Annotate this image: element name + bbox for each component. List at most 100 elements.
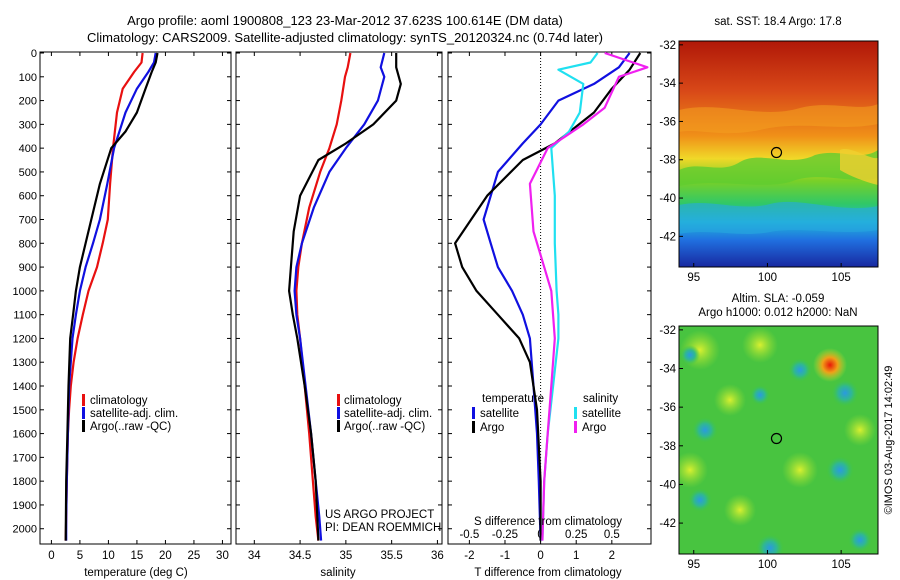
y-tick-label: 800 — [19, 238, 37, 250]
x-tick-label: 30 — [216, 550, 229, 562]
x-tick-label: -2 — [464, 550, 474, 562]
difference-legend: temperature salinity satellite Argo sate… — [472, 393, 621, 434]
temperature-plot: 0100200300400500600700800900100011001200… — [13, 48, 231, 562]
y-tick-label: 300 — [19, 119, 37, 131]
legend-swatch-satellite — [337, 407, 340, 419]
y-tick-label: -40 — [659, 193, 676, 205]
y-tick-label: 900 — [19, 262, 37, 274]
s-tick-label: 0.5 — [604, 529, 620, 541]
y-tick-label: -42 — [659, 231, 676, 243]
y-tick-label: 1400 — [13, 381, 37, 393]
y-tick-label: -38 — [659, 441, 676, 453]
header-line-1: Argo profile: aoml 1900808_123 23-Mar-20… — [127, 13, 563, 28]
x-tick-label: 35.5 — [380, 550, 402, 562]
credits-line-2: PI: DEAN ROEMMICH — [325, 522, 441, 534]
y-tick-label: 1600 — [13, 429, 37, 441]
header-line-2: Climatology: CARS2009. Satellite-adjuste… — [87, 30, 603, 45]
x-tick-label: 100 — [758, 559, 777, 571]
s-tick-label: 0.25 — [565, 529, 587, 541]
y-tick-label: 200 — [19, 96, 37, 108]
legend-swatch-s-satellite — [574, 407, 577, 419]
legend-header-temperature: temperature — [482, 393, 544, 405]
y-tick-label: 1900 — [13, 500, 37, 512]
y-tick-label: 1100 — [13, 310, 37, 322]
sla-map-frame — [678, 325, 879, 555]
s-difference-label: S difference from climatology — [474, 516, 622, 528]
difference-panel — [447, 51, 652, 545]
legend-swatch-argo — [82, 420, 85, 432]
legend-label-s-satellite: satellite — [582, 408, 621, 420]
sla-title-line-1: Altim. SLA: -0.059 — [732, 293, 825, 305]
x-tick-label: 10 — [102, 550, 115, 562]
series-line — [454, 52, 642, 541]
y-tick-label: -34 — [659, 364, 676, 376]
sla-map — [679, 326, 878, 554]
legend-header-salinity: salinity — [583, 393, 618, 405]
temperature-legend: climatology satellite-adj. clim. Argo(..… — [82, 394, 178, 433]
x-tick-label: 0 — [48, 550, 54, 562]
timestamp: ©IMOS 03-Aug-2017 14:02:49 — [883, 366, 895, 515]
y-tick-label: -36 — [659, 402, 676, 414]
y-tick-label: 1000 — [13, 286, 37, 298]
y-tick-label: 0 — [31, 48, 37, 60]
legend-label-satellite: satellite-adj. clim. — [90, 408, 178, 420]
y-tick-label: 2000 — [13, 524, 37, 536]
legend-swatch-climatology — [337, 394, 340, 406]
y-tick-label: 1200 — [13, 333, 37, 345]
x-tick-label: 105 — [832, 559, 851, 571]
series-line — [482, 52, 631, 541]
series-line — [64, 52, 159, 541]
series-line — [528, 52, 649, 541]
x-tick-label: 1 — [573, 550, 579, 562]
salinity-axis-label: salinity — [320, 567, 355, 579]
y-tick-label: 600 — [19, 191, 37, 203]
series-line — [288, 53, 402, 541]
y-tick-label: -34 — [659, 78, 676, 90]
legend-label-argo: Argo(..raw -QC) — [90, 421, 171, 433]
x-tick-label: 15 — [131, 550, 144, 562]
x-tick-label: 35 — [339, 550, 352, 562]
x-tick-label: 100 — [758, 272, 777, 284]
legend-label-t-argo: Argo — [480, 422, 504, 434]
s-tick-label: -0.25 — [492, 529, 518, 541]
salinity-panel — [235, 51, 443, 545]
x-tick-label: 105 — [832, 272, 851, 284]
legend-swatch-t-argo — [472, 421, 475, 433]
x-tick-label: 20 — [159, 550, 172, 562]
temperature-panel — [39, 51, 232, 545]
sst-map-axes: 95 100 105 -32 -34 -36 -38 -40 -42 — [659, 40, 850, 284]
legend-label-argo: Argo(..raw -QC) — [344, 421, 425, 433]
y-tick-label: 1800 — [13, 476, 37, 488]
x-tick-label: 0 — [537, 550, 543, 562]
legend-label-s-argo: Argo — [582, 422, 606, 434]
salinity-plot: 34 34.5 35 35.5 36 — [236, 52, 444, 562]
y-tick-label: 400 — [19, 143, 37, 155]
y-tick-label: 1300 — [13, 357, 37, 369]
y-tick-label: -38 — [659, 155, 676, 167]
y-tick-label: 700 — [19, 215, 37, 227]
sla-title-line-2: Argo h1000: 0.012 h2000: NaN — [698, 307, 857, 319]
legend-swatch-t-satellite — [472, 407, 475, 419]
x-tick-label: 34 — [248, 550, 261, 562]
temperature-axis-label: temperature (deg C) — [84, 567, 188, 579]
legend-label-satellite: satellite-adj. clim. — [344, 408, 432, 420]
legend-swatch-satellite — [82, 407, 85, 419]
x-tick-label: 95 — [687, 272, 700, 284]
y-tick-label: -36 — [659, 116, 676, 128]
x-tick-label: 25 — [188, 550, 201, 562]
x-tick-label: 36 — [431, 550, 444, 562]
x-tick-label: 34.5 — [289, 550, 311, 562]
y-tick-label: 100 — [19, 72, 37, 84]
y-tick-label: -40 — [659, 479, 676, 491]
salinity-legend: climatology satellite-adj. clim. Argo(..… — [337, 394, 432, 433]
y-tick-label: 1500 — [13, 405, 37, 417]
sst-map-frame — [678, 40, 879, 268]
y-tick-label: -32 — [659, 325, 676, 337]
sst-map — [679, 41, 878, 267]
x-tick-label: 5 — [77, 550, 83, 562]
legend-swatch-argo — [337, 420, 340, 432]
x-tick-label: 2 — [609, 550, 615, 562]
credits-line-1: US ARGO PROJECT — [325, 509, 434, 521]
